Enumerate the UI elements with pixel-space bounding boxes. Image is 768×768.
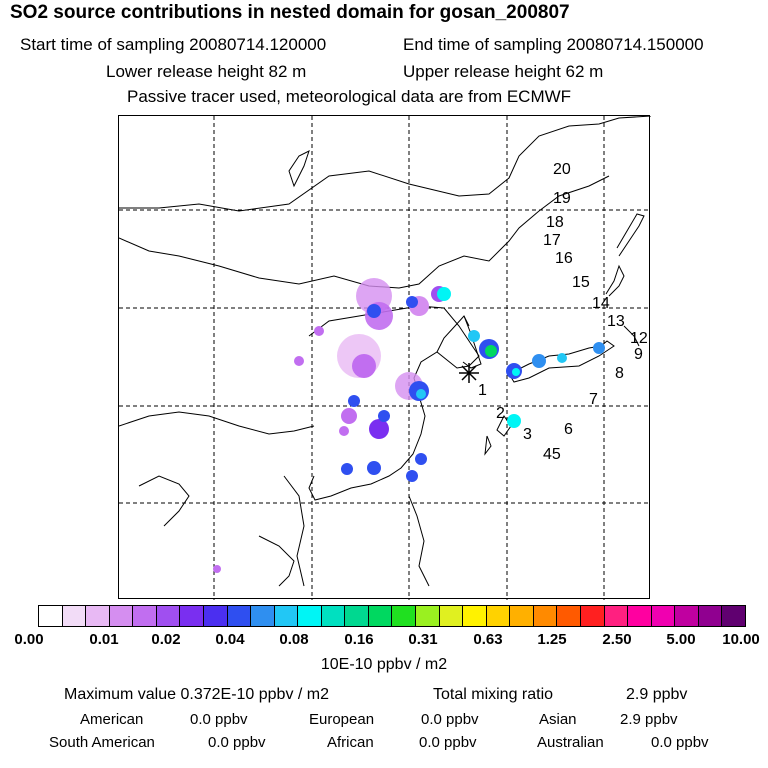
trajectory-label: 15 bbox=[572, 274, 590, 291]
trajectory-label: 19 bbox=[553, 190, 571, 207]
max-value-label: Maximum value 0.372E-10 ppbv / m2 bbox=[64, 686, 330, 703]
legend-tick: 0.00 bbox=[14, 631, 44, 648]
legend-color-cell bbox=[180, 606, 204, 626]
legend-color-cell bbox=[133, 606, 157, 626]
total-mixing-label: Total mixing ratio bbox=[433, 686, 554, 703]
trajectory-label: 7 bbox=[589, 391, 598, 408]
legend-tick: 2.50 bbox=[602, 631, 632, 648]
legend-color-cell bbox=[203, 606, 228, 626]
coastlines bbox=[119, 116, 651, 587]
legend-color-cell bbox=[62, 606, 87, 626]
trajectory-label: 6 bbox=[564, 421, 573, 438]
legend-color-cell bbox=[698, 606, 723, 626]
european-label: European bbox=[309, 711, 375, 728]
legend-color-cell bbox=[675, 606, 699, 626]
end-time-label: End time of sampling 20080714.150000 bbox=[403, 35, 704, 54]
trajectory-label: 17 bbox=[543, 232, 561, 249]
american-value: 0.0 ppbv bbox=[190, 711, 248, 728]
map-canvas: 1 2 3 45 6 7 8 9 12 13 14 15 16 17 18 19… bbox=[119, 116, 651, 600]
lower-release-height-label: Lower release height 82 m bbox=[106, 62, 307, 81]
legend-color-cell bbox=[651, 606, 676, 626]
asterisk-icon bbox=[459, 363, 479, 383]
trajectory-labels: 1 2 3 45 6 7 8 9 12 13 14 15 16 17 18 19… bbox=[478, 161, 648, 463]
trajectory-label: 13 bbox=[607, 313, 625, 330]
legend-color-cell bbox=[274, 606, 299, 626]
legend-tick: 0.16 bbox=[344, 631, 374, 648]
trajectory-label: 14 bbox=[592, 295, 610, 312]
legend-color-cell bbox=[722, 606, 745, 626]
legend-color-cell bbox=[345, 606, 369, 626]
legend-units: 10E-10 ppbv / m2 bbox=[320, 656, 448, 673]
trajectory-label: 2 bbox=[496, 405, 505, 422]
legend-tick: 0.04 bbox=[215, 631, 245, 648]
legend-tick: 0.31 bbox=[408, 631, 438, 648]
legend-tick: 10.00 bbox=[722, 631, 760, 648]
legend-color-cell bbox=[533, 606, 558, 626]
legend-color-cell bbox=[392, 606, 416, 626]
legend-color-cell bbox=[86, 606, 110, 626]
legend-color-cell bbox=[604, 606, 629, 626]
trajectory-label: 3 bbox=[523, 426, 532, 443]
trajectory-label: 9 bbox=[634, 346, 643, 363]
legend-color-cell bbox=[439, 606, 464, 626]
legend-color-cell bbox=[463, 606, 487, 626]
concentration-field bbox=[213, 278, 605, 573]
legend-color-cell bbox=[628, 606, 652, 626]
tracer-note: Passive tracer used, meteorological data… bbox=[127, 87, 572, 106]
start-time-label: Start time of sampling 20080714.120000 bbox=[20, 35, 327, 54]
legend-color-cell bbox=[321, 606, 346, 626]
legend-tick: 5.00 bbox=[666, 631, 696, 648]
trajectory-label: 8 bbox=[615, 365, 624, 382]
legend-tick: 0.02 bbox=[151, 631, 181, 648]
african-value: 0.0 ppbv bbox=[419, 734, 477, 751]
trajectory-label: 12 bbox=[630, 330, 648, 347]
legend-color-cell bbox=[251, 606, 275, 626]
legend-color-cell bbox=[416, 606, 440, 626]
south-american-label: South American bbox=[49, 734, 155, 751]
legend-color-cell bbox=[486, 606, 511, 626]
chart-title: SO2 source contributions in nested domai… bbox=[10, 2, 570, 23]
legend-color-cell bbox=[227, 606, 252, 626]
african-label: African bbox=[327, 734, 374, 751]
color-legend-bar bbox=[38, 605, 746, 627]
trajectory-label: 16 bbox=[555, 250, 573, 267]
trajectory-label: 45 bbox=[543, 446, 561, 463]
legend-tick: 0.63 bbox=[473, 631, 503, 648]
legend-tick: 0.01 bbox=[89, 631, 119, 648]
legend-color-cell bbox=[109, 606, 134, 626]
legend-tick: 0.08 bbox=[279, 631, 309, 648]
legend-color-cell bbox=[156, 606, 181, 626]
legend-color-cell bbox=[298, 606, 322, 626]
asian-label: Asian bbox=[539, 711, 577, 728]
trajectory-label: 18 bbox=[546, 214, 564, 231]
legend-color-cell bbox=[510, 606, 534, 626]
map-grid bbox=[119, 116, 651, 600]
total-mixing-value: 2.9 ppbv bbox=[626, 686, 688, 703]
australian-label: Australian bbox=[537, 734, 604, 751]
south-american-value: 0.0 ppbv bbox=[208, 734, 266, 751]
asian-value: 2.9 ppbv bbox=[620, 711, 678, 728]
legend-color-cell bbox=[580, 606, 605, 626]
legend-color-cell bbox=[368, 606, 393, 626]
map-panel: 1 2 3 45 6 7 8 9 12 13 14 15 16 17 18 19… bbox=[118, 115, 651, 600]
australian-value: 0.0 ppbv bbox=[651, 734, 709, 751]
american-label: American bbox=[80, 711, 144, 728]
european-value: 0.0 ppbv bbox=[421, 711, 479, 728]
legend-color-cell bbox=[39, 606, 63, 626]
legend-color-cell bbox=[557, 606, 581, 626]
trajectory-label: 1 bbox=[478, 382, 487, 399]
trajectory-label: 20 bbox=[553, 161, 571, 178]
upper-release-height-label: Upper release height 62 m bbox=[403, 62, 604, 81]
legend-tick: 1.25 bbox=[537, 631, 567, 648]
